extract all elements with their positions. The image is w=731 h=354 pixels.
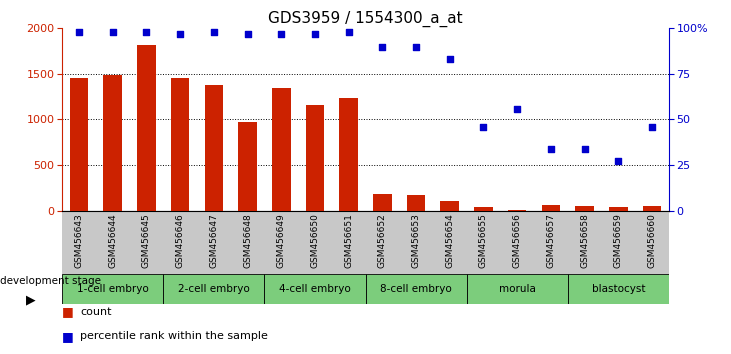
Point — [579, 146, 591, 152]
Bar — [474, 207, 493, 211]
Bar — [306, 105, 325, 211]
Bar — [575, 206, 594, 211]
Point — [512, 106, 523, 112]
Text: percentile rank within the sample: percentile rank within the sample — [80, 331, 268, 341]
Bar — [62, 274, 163, 304]
Bar — [643, 206, 662, 211]
Point — [613, 159, 624, 164]
Point — [646, 124, 658, 130]
Point — [107, 29, 118, 35]
Point — [242, 31, 254, 36]
Bar — [568, 274, 669, 304]
Point — [410, 44, 422, 49]
Point — [309, 31, 321, 36]
Bar — [238, 122, 257, 211]
Bar — [171, 78, 189, 211]
Text: ■: ■ — [62, 330, 74, 343]
Bar — [137, 45, 156, 211]
Bar — [205, 85, 223, 211]
Text: 2-cell embryo: 2-cell embryo — [178, 284, 250, 295]
Point — [343, 29, 355, 35]
Text: morula: morula — [499, 284, 536, 295]
Point — [545, 146, 557, 152]
Bar — [272, 87, 290, 211]
Text: blastocyst: blastocyst — [591, 284, 645, 295]
Bar — [508, 210, 526, 211]
Point — [477, 124, 489, 130]
Bar — [542, 205, 560, 211]
Bar — [265, 274, 366, 304]
Text: 4-cell embryo: 4-cell embryo — [279, 284, 351, 295]
Point — [208, 29, 219, 35]
Text: ■: ■ — [62, 305, 74, 318]
Bar — [339, 98, 358, 211]
Text: 8-cell embryo: 8-cell embryo — [380, 284, 452, 295]
Point — [444, 57, 455, 62]
Bar — [366, 274, 466, 304]
Bar — [406, 195, 425, 211]
Text: ▶: ▶ — [26, 293, 35, 307]
Point — [73, 29, 85, 35]
Text: development stage: development stage — [0, 276, 101, 286]
Point — [140, 29, 152, 35]
Point — [174, 31, 186, 36]
Text: 1-cell embryo: 1-cell embryo — [77, 284, 148, 295]
Bar — [103, 75, 122, 211]
Bar — [163, 274, 265, 304]
Text: count: count — [80, 307, 112, 316]
Bar — [373, 194, 392, 211]
Text: GDS3959 / 1554300_a_at: GDS3959 / 1554300_a_at — [268, 11, 463, 27]
Bar — [441, 201, 459, 211]
Bar — [609, 207, 628, 211]
Point — [376, 44, 388, 49]
Point — [276, 31, 287, 36]
Bar — [69, 78, 88, 211]
Bar — [466, 274, 568, 304]
